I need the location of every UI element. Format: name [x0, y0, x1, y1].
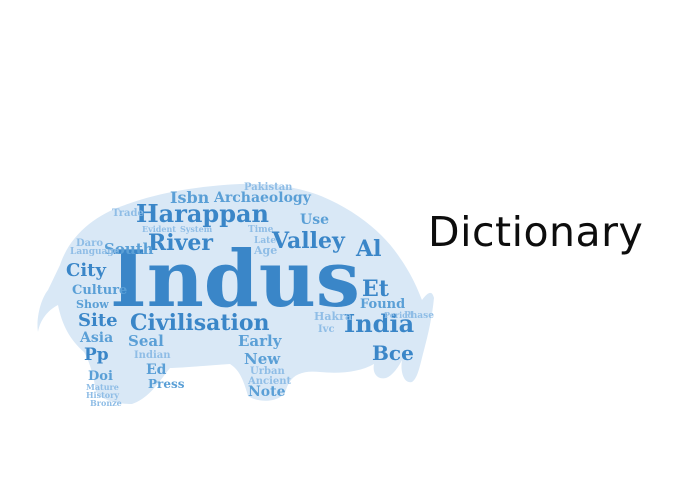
- cloud-word: Pp: [84, 345, 109, 365]
- cloud-word: Press: [148, 377, 185, 391]
- cloud-word: Use: [300, 212, 329, 228]
- cloud-word: Age: [253, 244, 277, 257]
- cloud-word: Al: [355, 236, 381, 262]
- cloud-word: Bronze: [90, 398, 122, 408]
- cloud-word: River: [148, 230, 213, 256]
- cloud-word: Archaeology: [213, 190, 312, 206]
- cloud-word: Civilisation: [130, 310, 270, 336]
- cloud-word: Site: [78, 310, 118, 331]
- cloud-word: Mature: [86, 382, 119, 392]
- cloud-word: Note: [248, 384, 286, 400]
- cloud-word: Doi: [88, 369, 113, 384]
- cloud-word: Asia: [79, 330, 113, 346]
- cloud-word: Evident: [142, 224, 176, 234]
- cloud-word: Et: [362, 276, 390, 302]
- cloud-word: Daro: [76, 238, 103, 249]
- cloud-word: Period: [384, 310, 413, 320]
- elephant-silhouette: [37, 183, 435, 404]
- cloud-word: Harappan: [136, 199, 269, 228]
- cloud-word: Late: [254, 236, 276, 246]
- cloud-word: Found: [360, 297, 405, 312]
- page-title: Dictionary: [428, 208, 644, 256]
- cloud-word: Phase: [404, 311, 434, 321]
- cloud-word: Culture: [72, 283, 127, 298]
- cloud-word: Early: [238, 332, 283, 350]
- cloud-word: Seal: [128, 332, 164, 350]
- cloud-word: New: [244, 350, 281, 368]
- cloud-word: Ed: [146, 362, 167, 378]
- cloud-word: Hakra: [314, 310, 352, 323]
- cloud-word: Show: [76, 298, 109, 311]
- cloud-word: City: [66, 260, 106, 281]
- cloud-word: Ivc: [318, 324, 335, 335]
- cloud-word: Pakistan: [244, 182, 293, 193]
- cloud-word: System: [180, 224, 213, 234]
- cloud-word: India: [344, 309, 414, 338]
- cloud-word: Time: [248, 225, 274, 235]
- cloud-word: Trade: [112, 208, 144, 219]
- cloud-word-main: Indus: [110, 234, 360, 325]
- cloud-word: Valley: [271, 228, 346, 254]
- cloud-word: South: [104, 240, 154, 258]
- cloud-word: Language: [70, 247, 120, 257]
- cloud-word: Urban: [250, 366, 285, 377]
- cloud-word: History: [86, 390, 119, 400]
- cloud-word: Bce: [372, 341, 414, 365]
- cloud-word: Indian: [134, 350, 171, 361]
- cloud-word: Ancient: [247, 376, 292, 387]
- cloud-word: Isbn: [170, 188, 210, 207]
